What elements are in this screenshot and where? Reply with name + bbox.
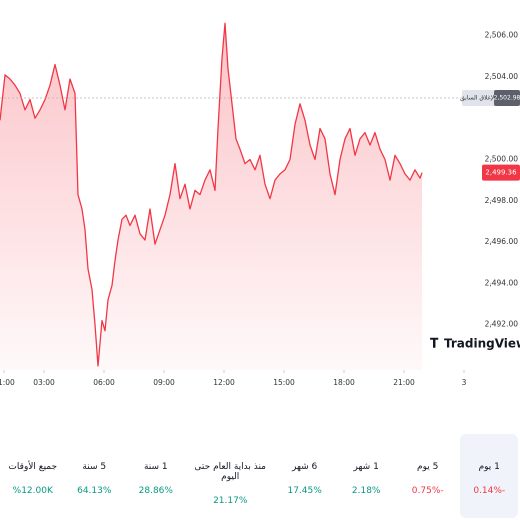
area-fill: [0, 23, 422, 371]
y-tick-label: 2,504.00: [485, 72, 519, 81]
brand: TradingView: [444, 337, 520, 351]
period-change: 28.86%: [138, 486, 173, 496]
y-tick-label: 2,498.00: [485, 196, 519, 205]
y-tick-label: 2,500.00: [485, 154, 519, 163]
x-tick-label: 18:00: [333, 378, 355, 387]
period-tab[interactable]: 1 شهر 2.18%: [337, 434, 395, 518]
period-label: 5 يوم: [417, 462, 439, 472]
period-change: 12.00K%: [12, 486, 53, 496]
period-tabs: 1 يوم -0.14% 5 يوم -0.75% 1 شهر 2.18% 6 شهر 17.…: [0, 434, 520, 518]
period-tab[interactable]: 5 سنة 64.13%: [66, 434, 124, 518]
last-price-badge: [482, 164, 520, 181]
x-tick-label: 06:00: [93, 378, 115, 387]
period-change: 17.45%: [287, 486, 322, 496]
period-label: 1 يوم: [478, 462, 500, 472]
last-price-value: 2,499.36: [485, 169, 517, 177]
period-tab[interactable]: منذ بداية العام حتى اليوم 21.17%: [189, 434, 272, 518]
period-change: 64.13%: [77, 486, 112, 496]
period-change: -0.75%: [411, 486, 444, 496]
brand-logo-mark: 𝐓: [430, 337, 439, 352]
x-tick-label: 12:00: [213, 378, 235, 387]
price-line: [0, 22, 423, 367]
period-change: 21.17%: [213, 496, 248, 506]
x-tick-label: 01:00: [0, 378, 15, 387]
x-tick-label: 09:00: [153, 378, 175, 387]
period-label: جميع الأوقات: [8, 462, 58, 472]
x-tick-label: 15:00: [273, 378, 295, 387]
period-label: منذ بداية العام حتى اليوم: [194, 462, 267, 482]
period-tab[interactable]: 1 يوم -0.14%: [460, 434, 518, 518]
previous-close-value: 2,502.98: [494, 94, 520, 101]
period-change: 2.18%: [351, 486, 381, 496]
x-tick-label: 03:00: [33, 378, 55, 387]
period-label: 1 سنة: [143, 462, 168, 472]
chart: 2,492.00 2,494.00 2,496.00 2,498.00 2,500.00…: [0, 22, 520, 387]
period-change: -0.14%: [473, 486, 506, 496]
y-tick-label: 2,496.00: [485, 237, 519, 246]
period-tab[interactable]: 1 سنة 28.86%: [127, 434, 185, 518]
period-label: 6 شهر: [292, 462, 318, 472]
y-tick-label: 2,506.00: [485, 31, 519, 40]
period-label: 1 شهر: [353, 462, 379, 472]
x-tick-label: 3: [462, 378, 467, 387]
period-tab[interactable]: 6 شهر 17.45%: [276, 434, 334, 518]
y-tick-label: 2,492.00: [485, 320, 519, 329]
previous-close-name: الإغلاق السابق: [460, 94, 496, 101]
previous-close-value-bg: [494, 89, 520, 106]
x-tick-label: 21:00: [393, 378, 415, 387]
period-tab[interactable]: 5 يوم -0.75%: [399, 434, 457, 518]
period-label: 5 سنة: [82, 462, 107, 472]
period-tab[interactable]: جميع الأوقات 12.00K%: [4, 434, 62, 518]
y-tick-label: 2,494.00: [485, 278, 519, 287]
